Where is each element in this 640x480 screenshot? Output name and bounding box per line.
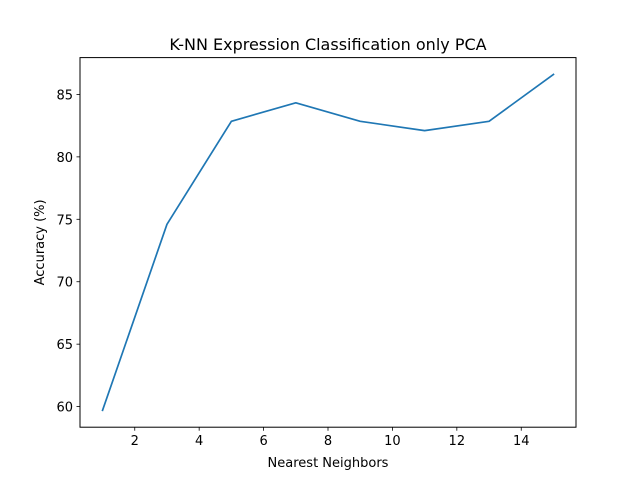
y-tick-label: 75: [56, 213, 73, 228]
y-tick-label: 70: [56, 276, 73, 291]
x-tick-label: 4: [195, 434, 203, 449]
series-line: [101, 73, 555, 412]
x-tick-label: 2: [131, 434, 139, 449]
plot-frame: [79, 57, 577, 428]
x-tick-label: 12: [449, 434, 466, 449]
x-tick-label: 14: [513, 434, 530, 449]
x-tick-label: 8: [324, 434, 332, 449]
y-tick-label: 65: [56, 338, 73, 353]
y-tick-label: 60: [56, 401, 73, 416]
x-axis-label: Nearest Neighbors: [268, 456, 389, 471]
y-axis-label: Accuracy (%): [33, 199, 48, 285]
plot-area: 2 4 6 8 10 12 14 60 65 70 75 80 85: [56, 73, 555, 449]
x-tick-label: 10: [384, 434, 401, 449]
chart-title: K-NN Expression Classification only PCA: [169, 35, 486, 54]
y-tick-label: 80: [56, 151, 73, 166]
x-tick-label: 6: [259, 434, 267, 449]
y-tick-label: 85: [56, 88, 73, 103]
